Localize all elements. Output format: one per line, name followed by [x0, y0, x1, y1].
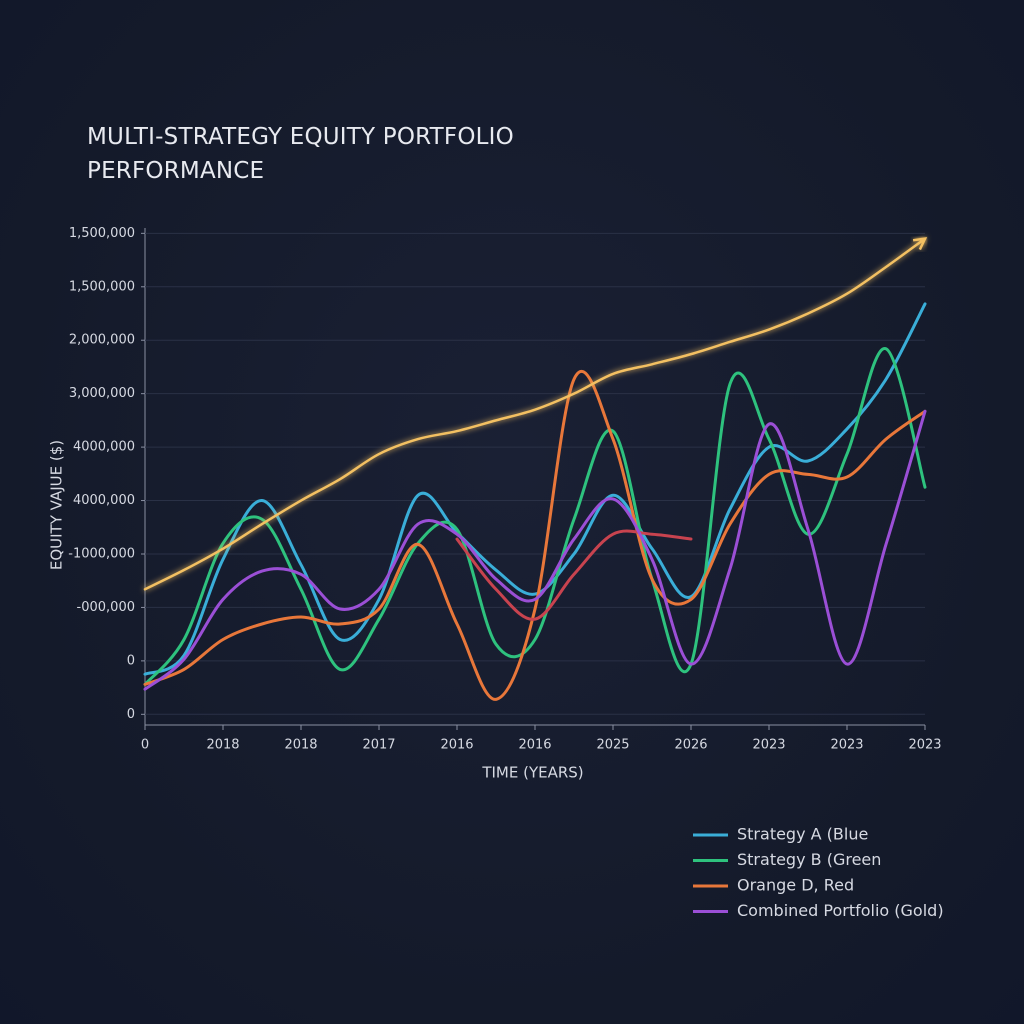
legend-label: Strategy B (Green [737, 850, 881, 869]
x-tick-label: 2017 [362, 738, 395, 753]
chart-title: MULTI-STRATEGY EQUITY PORTFOLIO PERFORMA… [87, 124, 514, 184]
x-tick-label: 2018 [284, 738, 317, 753]
y-tick-label: 0 [127, 707, 135, 722]
y-axis-label: EQUITY VAJUE ($) [48, 440, 66, 570]
x-tick-label: 2023 [830, 738, 863, 753]
y-tick-label: -000,000 [77, 600, 135, 615]
series-line [143, 347, 927, 686]
legend-label: Combined Portfolio (Gold) [737, 901, 944, 920]
series-line [143, 302, 927, 676]
legend: Strategy A (Blue Strategy B (Green Orange … [693, 825, 944, 920]
arrow-head [912, 237, 928, 251]
legend-label: Orange D, Red [737, 876, 854, 895]
x-tick-label: 2023 [908, 738, 941, 753]
y-tick-label: 4000,000 [73, 493, 135, 508]
y-tick-label: 3,000,000 [69, 386, 135, 401]
x-tick-label: 2018 [206, 738, 239, 753]
y-tick-label: 2,000,000 [69, 333, 135, 348]
x-tick-label: 2016 [440, 738, 473, 753]
x-tick-label: 0 [141, 738, 149, 753]
series-line [143, 237, 927, 591]
x-tick-label: 2026 [674, 738, 707, 753]
series-line [143, 370, 927, 701]
x-tick-label: 2025 [596, 738, 629, 753]
y-tick-label: 4000,000 [73, 440, 135, 455]
x-axis-label: TIME (YEARS) [481, 764, 583, 782]
y-tick-label: -1000,000 [68, 546, 135, 561]
series-line [455, 529, 693, 621]
y-tick-label: 0 [127, 653, 135, 668]
series-line [143, 409, 927, 691]
y-tick-label: 1,500,000 [69, 226, 135, 241]
legend-label: Strategy A (Blue [737, 825, 868, 844]
x-tick-label: 2016 [518, 738, 551, 753]
x-tick-label: 2023 [752, 738, 785, 753]
y-tick-label: 1,500,000 [69, 279, 135, 294]
